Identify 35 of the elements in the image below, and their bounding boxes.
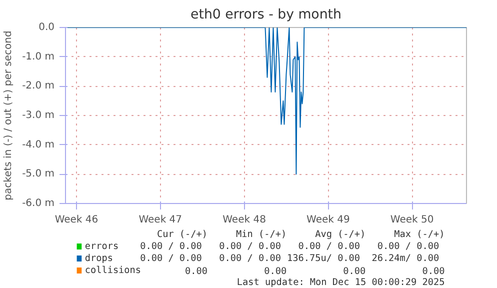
x-tick-label: Week 48 [222, 214, 266, 226]
text: 0.00 [422, 266, 446, 277]
text: Last update: Mon Dec 15 00:00:29 2025 [236, 277, 445, 288]
x-tick-label: Week 50 [390, 214, 434, 226]
text: 0.00 / 0.00 [140, 253, 202, 264]
legend-label: drops [84, 253, 113, 264]
text: Avg (-/+) [315, 229, 366, 240]
text: 26.24m/ 0.00 [372, 253, 440, 264]
text: 0.00 / 0.00 [377, 241, 440, 252]
legend-label: collisions [84, 265, 142, 276]
y-axis-title: packets in (-) / out (+) per second [3, 30, 14, 200]
y-tick-label: -5.0 m [22, 168, 55, 180]
chart-title: eth0 errors - by month [190, 8, 342, 22]
x-tick-label: Week 46 [54, 214, 98, 226]
text: 0.00 / 0.00 [219, 253, 282, 264]
text: 136.75u/ 0.00 [287, 253, 360, 264]
x-tick-label: Week 49 [306, 214, 350, 226]
x-tick-label: Week 47 [138, 214, 182, 226]
text: Max (-/+) [394, 229, 445, 240]
y-tick-label: -1.0 m [22, 51, 55, 62]
text: 0.00 [264, 266, 287, 277]
text: 0.00 / 0.00 [140, 241, 202, 252]
y-tick-label: -3.0 m [22, 110, 55, 121]
text: Min (-/+) [236, 229, 287, 240]
text: Cur (-/+) [156, 229, 208, 240]
text: 0.00 / 0.00 [219, 241, 282, 252]
text: 0.00 [185, 266, 208, 277]
text: 0.00 [343, 266, 366, 277]
legend-label: errors [84, 241, 119, 252]
text: 0.00 / 0.00 [298, 241, 360, 252]
y-tick-label: -4.0 m [22, 139, 55, 150]
y-tick-label: 0.0 [38, 22, 55, 33]
line-series [66, 28, 466, 175]
y-tick-label: -6.0 m [22, 198, 55, 209]
y-tick-label: -2.0 m [22, 80, 55, 92]
